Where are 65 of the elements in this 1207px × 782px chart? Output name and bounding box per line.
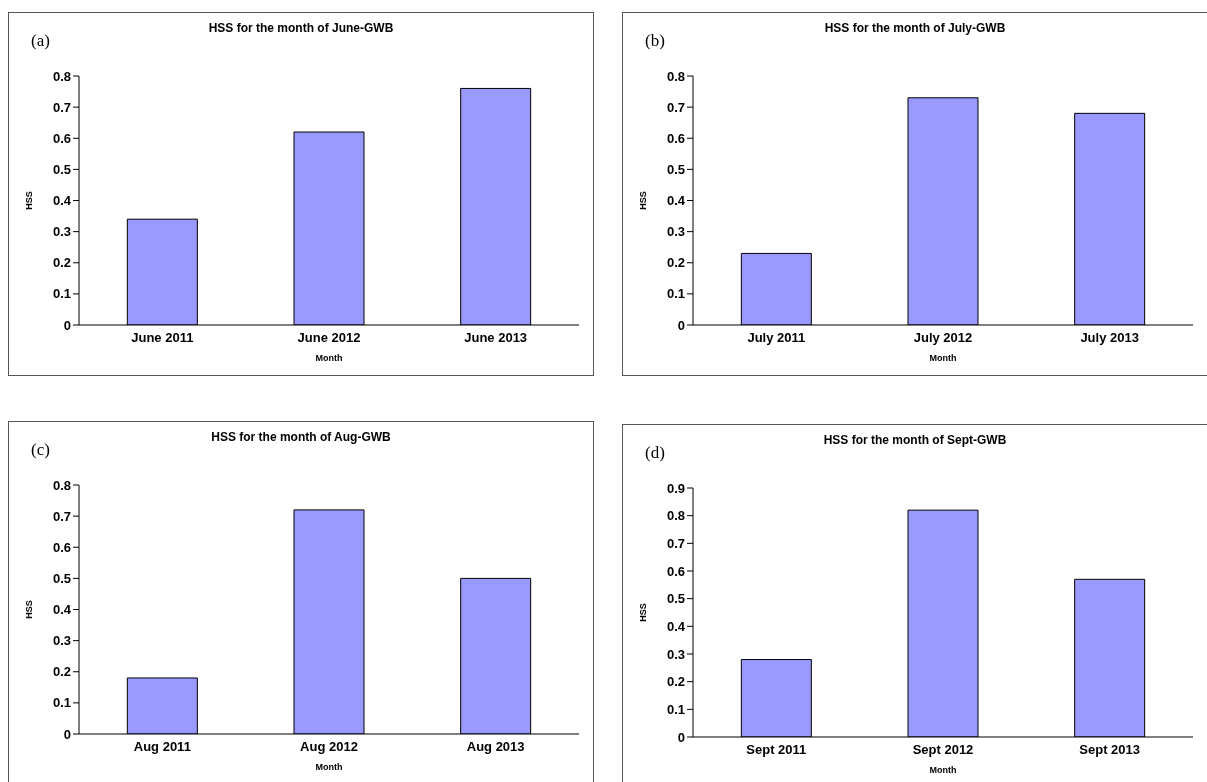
y-tick-label: 0.1 <box>666 701 685 717</box>
text: (b) <box>645 31 665 51</box>
y-tick-label: 0.1 <box>666 286 685 302</box>
y-tick-label: 0.2 <box>666 255 685 271</box>
y-tick-label: 0.4 <box>52 602 72 618</box>
y-tick-label: 0.8 <box>52 477 71 493</box>
y-tick-label: 0 <box>677 317 685 333</box>
y-tick-label: 0.2 <box>666 674 685 690</box>
y-tick-label: 0.6 <box>52 539 71 555</box>
x-tick-label: Sept 2012 <box>912 742 974 758</box>
x-axis-title: Month <box>315 762 343 772</box>
x-tick-label: June 2013 <box>464 330 528 346</box>
y-tick-label: 0.6 <box>666 563 685 579</box>
y-tick-label: 0.4 <box>666 193 686 209</box>
x-tick-label: June 2011 <box>131 330 194 346</box>
y-tick-label: 0.8 <box>666 68 685 84</box>
x-tick-label: June 2012 <box>297 330 361 346</box>
x-tick-label: July 2011 <box>747 330 806 346</box>
y-axis-title: HSS <box>638 191 649 210</box>
x-axis-title: Month <box>929 765 957 775</box>
y-tick-label: 0.6 <box>666 130 685 146</box>
y-tick-label: 0.7 <box>666 535 685 551</box>
y-tick-label: 0.7 <box>52 99 71 115</box>
y-tick-label: 0.1 <box>52 286 71 302</box>
x-tick-label: Sept 2013 <box>1079 742 1141 758</box>
y-tick-label: 0.8 <box>666 508 685 524</box>
text: (c) <box>31 440 50 460</box>
y-tick-label: 0 <box>63 317 71 333</box>
y-tick-label: 0.5 <box>666 161 685 177</box>
y-axis-title: HSS <box>638 603 649 622</box>
x-axis-title: Month <box>929 353 957 363</box>
y-tick-label: 0.5 <box>52 161 71 177</box>
y-tick-label: 0 <box>677 729 685 745</box>
y-tick-label: 0.2 <box>52 664 71 680</box>
x-tick-label: July 2013 <box>1080 330 1139 346</box>
x-tick-label: Aug 2013 <box>466 739 525 755</box>
text: (a) <box>31 31 50 51</box>
y-tick-label: 0.3 <box>666 646 685 662</box>
y-tick-label: 0.2 <box>52 255 71 271</box>
y-tick-label: 0.5 <box>666 591 685 607</box>
y-tick-label: 0 <box>63 726 71 742</box>
y-tick-label: 0.8 <box>52 68 71 84</box>
y-tick-label: 0.9 <box>666 480 685 496</box>
y-tick-label: 0.5 <box>52 570 71 586</box>
text: (d) <box>645 443 665 463</box>
y-tick-label: 0.3 <box>52 633 71 649</box>
x-tick-label: Aug 2012 <box>300 739 358 755</box>
y-tick-label: 0.7 <box>52 508 71 524</box>
y-axis-title: HSS <box>24 191 35 210</box>
y-tick-label: 0.6 <box>52 130 71 146</box>
chart-title: HSS for the month of Aug-GWB <box>211 430 391 444</box>
y-tick-label: 0.1 <box>52 695 71 711</box>
chart-title: HSS for the month of June-GWB <box>208 21 394 35</box>
chart-title: HSS for the month of Sept-GWB <box>823 433 1007 447</box>
x-tick-label: July 2012 <box>913 330 973 346</box>
y-tick-label: 0.7 <box>666 99 685 115</box>
y-tick-label: 0.3 <box>666 224 685 240</box>
y-tick-label: 0.4 <box>52 193 72 209</box>
y-tick-label: 0.3 <box>52 224 71 240</box>
chart-title: HSS for the month of July-GWB <box>824 21 1006 35</box>
x-tick-label: Sept 2011 <box>746 742 807 758</box>
y-tick-label: 0.4 <box>666 618 686 634</box>
x-axis-title: Month <box>315 353 343 363</box>
y-axis-title: HSS <box>24 600 35 619</box>
x-tick-label: Aug 2011 <box>133 739 191 755</box>
